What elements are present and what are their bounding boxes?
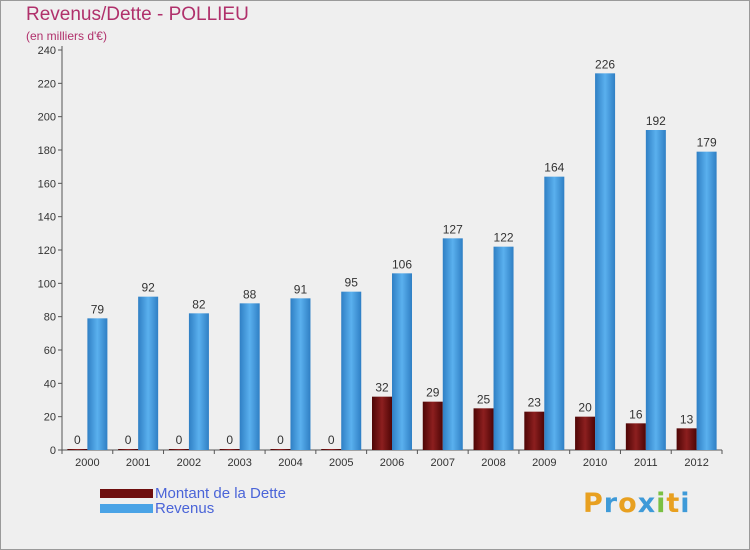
x-tick-label: 2003 (227, 457, 251, 469)
data-label-dette: 0 (277, 433, 284, 447)
bar-revenus (595, 73, 616, 450)
x-tick-label: 2001 (126, 457, 150, 469)
data-label-dette: 0 (125, 433, 132, 447)
data-label-dette: 16 (629, 407, 643, 421)
bar-dette (625, 423, 646, 450)
data-label-dette: 20 (578, 401, 592, 415)
y-tick-label: 20 (44, 412, 56, 424)
bar-dette (676, 428, 697, 450)
bar-dette (168, 449, 189, 450)
data-label-revenus: 106 (392, 257, 412, 271)
y-tick-label: 0 (50, 445, 56, 457)
data-label-dette: 23 (528, 396, 542, 410)
logo-letter: o (618, 488, 638, 519)
x-tick-label: 2000 (75, 457, 99, 469)
y-tick-label: 80 (44, 312, 56, 324)
data-label-revenus: 88 (243, 287, 257, 301)
data-label-revenus: 91 (294, 282, 308, 296)
x-tick-label: 2004 (278, 457, 302, 469)
data-label-revenus: 95 (345, 276, 359, 290)
data-label-revenus: 179 (697, 136, 717, 150)
logo-letter: x (637, 488, 657, 519)
x-tick-label: 2011 (634, 457, 658, 469)
bar-dette (270, 449, 291, 450)
y-tick-label: 120 (38, 245, 56, 257)
x-tick-label: 2002 (177, 457, 201, 469)
bar-revenus (696, 151, 717, 450)
y-tick-label: 160 (38, 178, 56, 190)
bar-dette (219, 449, 240, 450)
data-label-dette: 0 (328, 433, 335, 447)
y-tick-label: 240 (38, 45, 56, 57)
logo-letter: r (603, 488, 619, 519)
x-tick-label: 2005 (329, 457, 353, 469)
y-tick-label: 180 (38, 145, 56, 157)
data-label-revenus: 79 (91, 302, 105, 316)
logo-letter: t (666, 488, 681, 519)
x-tick-label: 2012 (684, 457, 708, 469)
logo-letter: i (680, 488, 691, 519)
bar-dette (524, 411, 545, 450)
bars (67, 73, 717, 450)
bar-revenus (290, 298, 311, 450)
bar-revenus (138, 296, 159, 450)
bar-revenus (239, 303, 260, 450)
bar-dette (372, 396, 392, 450)
x-tick-label: 2008 (481, 457, 505, 469)
data-label-dette: 29 (426, 386, 440, 400)
bar-revenus (544, 176, 565, 450)
bar-dette (118, 449, 139, 450)
legend-label-dette: Montant de la Dette (155, 485, 286, 502)
legend-label-revenus: Revenus (155, 500, 215, 517)
data-label-dette: 0 (226, 433, 233, 447)
logo-letter: P (583, 488, 604, 519)
y-tick-label: 100 (38, 278, 56, 290)
bar-dette (67, 449, 88, 450)
y-tick-label: 60 (44, 345, 56, 357)
bar-revenus (493, 246, 514, 450)
data-label-revenus: 82 (192, 297, 206, 311)
data-label-revenus: 164 (544, 161, 564, 175)
legend-swatch-dette (100, 489, 153, 498)
bar-revenus (392, 273, 412, 450)
bar-revenus (188, 313, 209, 450)
data-label-revenus: 127 (443, 222, 463, 236)
logo-letter: i (656, 488, 667, 519)
y-tick-label: 220 (38, 78, 56, 90)
data-label-revenus: 192 (646, 114, 666, 128)
bar-revenus (645, 130, 666, 450)
bar-dette (473, 408, 494, 450)
bar-revenus (87, 318, 108, 450)
bar-revenus (341, 291, 362, 450)
data-label-dette: 0 (176, 433, 183, 447)
data-label-dette: 25 (477, 392, 491, 406)
data-label-dette: 0 (74, 433, 81, 447)
x-tick-label: 2006 (380, 457, 404, 469)
x-tick-label: 2009 (532, 457, 556, 469)
y-tick-label: 140 (38, 212, 56, 224)
y-tick-label: 200 (38, 112, 56, 124)
chart-title: Revenus/Dette - POLLIEU (26, 4, 249, 25)
bar-dette (422, 401, 443, 450)
y-tick-label: 40 (44, 378, 56, 390)
bar-dette (575, 416, 596, 450)
data-label-revenus: 92 (141, 281, 155, 295)
data-labels: 0 79 0 92 0 82 0 88 0 91 0 95 32 106 29 127 25 122 23 164 20… (74, 57, 717, 447)
x-tick-label: 2007 (431, 457, 455, 469)
bar-revenus (442, 238, 463, 450)
data-label-revenus: 226 (595, 57, 615, 71)
x-tick-label: 2010 (583, 457, 607, 469)
proxiti-logo: Proxiti (583, 488, 691, 519)
data-label-dette: 13 (680, 412, 694, 426)
chart-subtitle: (en milliers d'€) (26, 29, 107, 43)
bar-dette (321, 449, 342, 450)
legend-swatch-revenus (100, 504, 153, 513)
data-label-revenus: 122 (494, 231, 514, 245)
data-label-dette: 32 (375, 381, 389, 395)
